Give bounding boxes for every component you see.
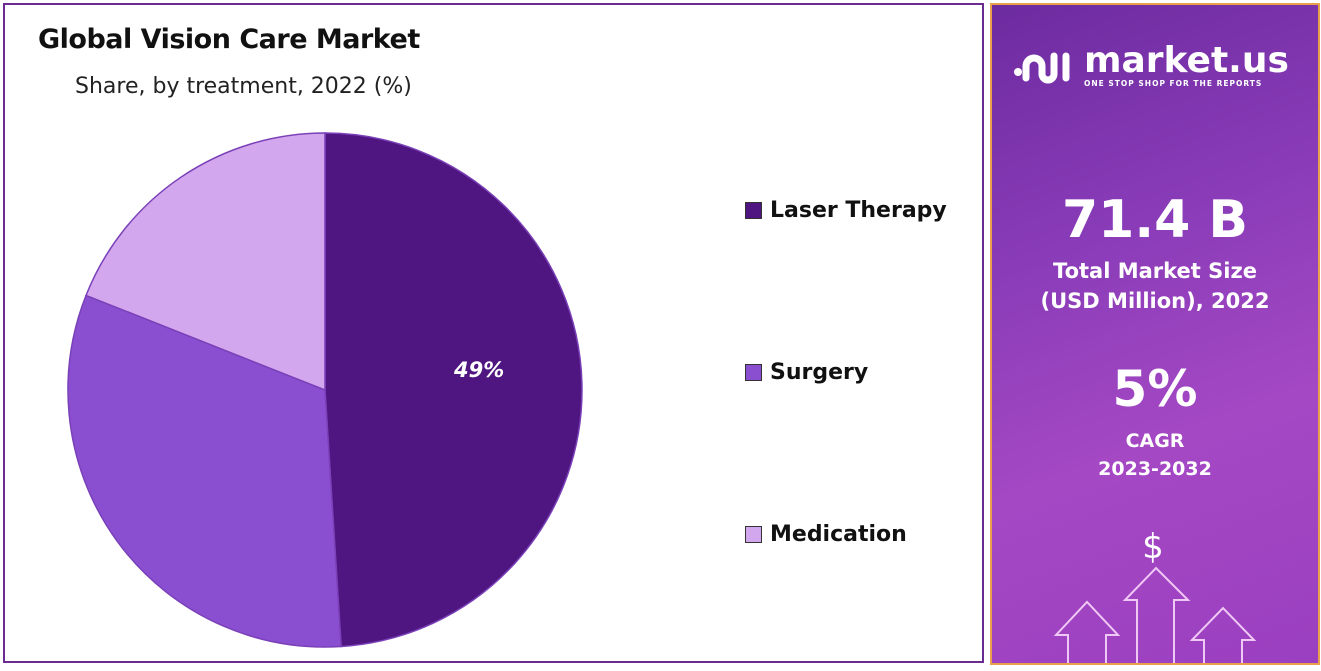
pie-slice-laser-therapy [324,132,583,648]
pie-slice-surgery [67,294,342,648]
legend-label: Medication [770,522,907,547]
summary-sidebar: market.us ONE STOP SHOP FOR THE REPORTS … [990,3,1320,665]
legend-swatch [745,202,762,219]
legend-label: Surgery [770,360,869,385]
legend-swatch [745,526,762,543]
legend-label: Laser Therapy [770,198,947,223]
legend-item-medication: Medication [745,522,907,547]
legend-item-surgery: Surgery [745,360,868,385]
cagr-value: 5% [1112,360,1198,418]
brand-logo: market.us ONE STOP SHOP FOR THE REPORTS [1012,43,1289,88]
chart-subtitle: Share, by treatment, 2022 (%) [75,74,412,99]
data-label: 49% [453,358,504,382]
market-size-unit: (USD Million), 2022 [1040,289,1270,313]
dollar-icon: $ [1142,527,1164,567]
legend-item-laser-therapy: Laser Therapy [745,198,947,223]
brand-name: market.us [1084,40,1289,81]
legend-swatch [745,364,762,381]
chart-title: Global Vision Care Market [38,24,420,55]
pie-slice-medication [85,132,326,392]
market-size-label: Total Market Size [1053,259,1257,283]
cagr-label: CAGR [1125,430,1185,452]
pie-chart: 49% [67,132,583,648]
cagr-period: 2023-2032 [1098,458,1212,480]
market-size-value: 71.4 B [1061,190,1249,250]
rising-arrows-icon [1053,566,1257,663]
brand-tagline: ONE STOP SHOP FOR THE REPORTS [1084,79,1263,88]
chart-panel [3,3,984,663]
logo-icon [1014,52,1070,83]
